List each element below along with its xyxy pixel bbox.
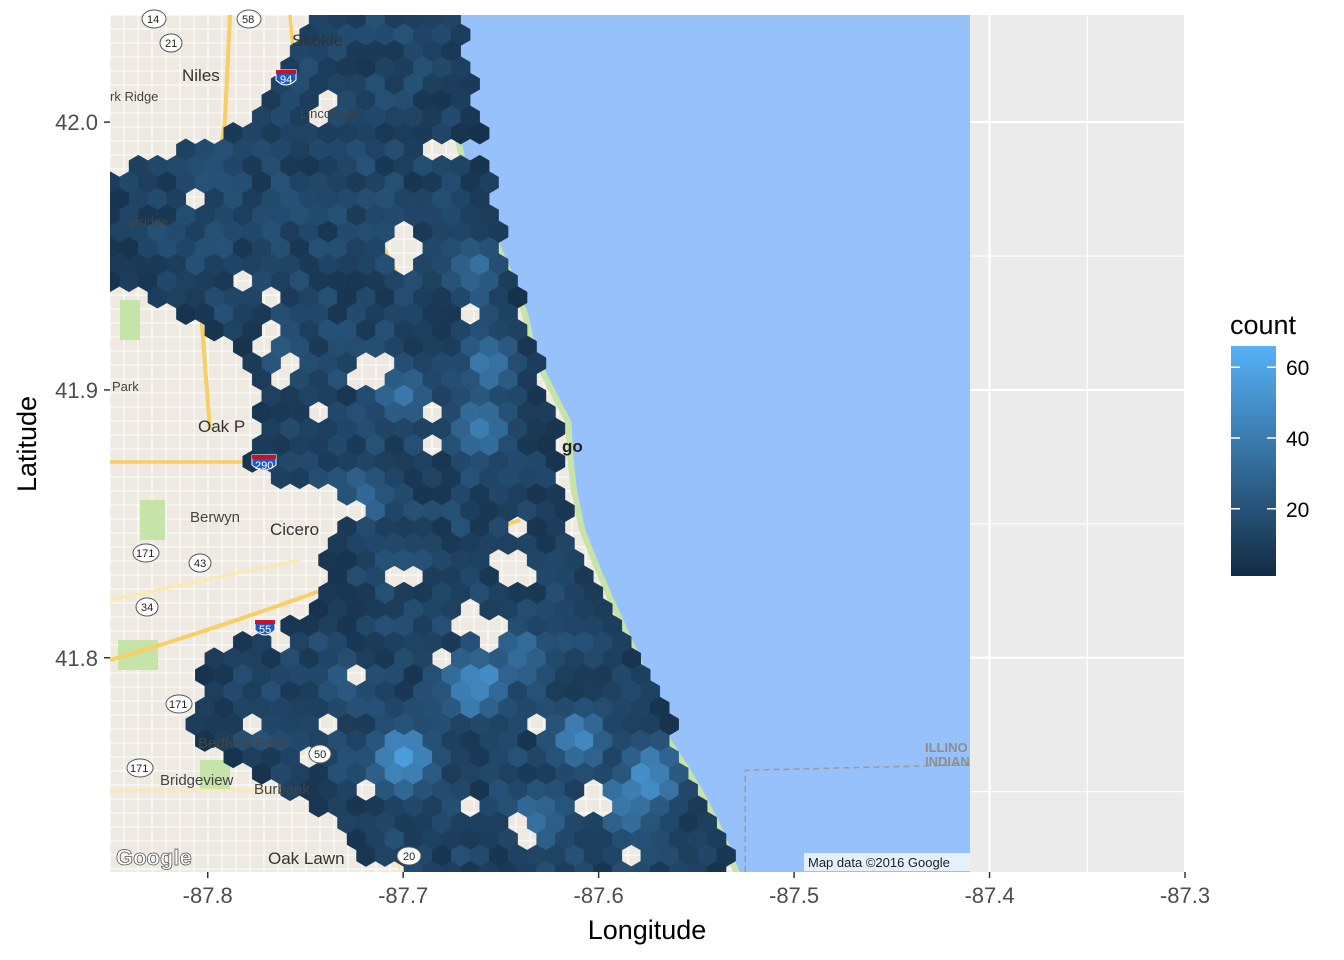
map-label-norridge: orridge: [128, 214, 168, 229]
map-label-bedford-park: Bedford Park: [198, 735, 286, 752]
x-tick-label: -87.7: [378, 883, 428, 908]
route-shield-171b: 171: [165, 694, 193, 714]
map-label-bridgeview: Bridgeview: [160, 772, 234, 789]
map-label-niles: Niles: [182, 66, 220, 85]
hexbin-cell: [536, 860, 556, 872]
basemap: [110, 15, 971, 872]
map-water: [452, 15, 970, 872]
svg-text:14: 14: [147, 14, 159, 26]
x-tick-label: -87.8: [183, 883, 233, 908]
map-label-indiana: INDIAN: [925, 754, 970, 769]
hexbin-cell: [517, 860, 537, 872]
map-attribution: Map data ©2016 Google: [808, 855, 950, 870]
map-label-berwyn: Berwyn: [190, 509, 240, 526]
svg-text:55: 55: [259, 624, 271, 636]
hexbin-cell: [441, 860, 461, 872]
map-label-park-ridge: rk Ridge: [110, 89, 158, 104]
hexbin-cell: [498, 860, 518, 872]
legend-break-label: 60: [1286, 357, 1309, 380]
hexbin-cell: [650, 860, 670, 872]
attribution-background: [804, 853, 970, 871]
route-shield-21: 21: [159, 33, 183, 53]
legend-colorbar: [1231, 346, 1276, 576]
hexbin-cell: [631, 860, 651, 872]
hexbin-cell: [555, 860, 575, 872]
route-shield-14: 14: [141, 9, 167, 29]
map-label-oak-park: Oak P: [198, 417, 245, 436]
map-state-border: [744, 764, 971, 872]
route-shield-43: 43: [188, 553, 212, 573]
map-label-burbank: Burbank: [254, 781, 310, 798]
map-label-skokie: Skokie: [292, 31, 343, 50]
x-tick-label: -87.6: [574, 883, 624, 908]
route-shield-i55: 55: [254, 619, 276, 636]
map-park: [140, 500, 165, 540]
svg-text:34: 34: [141, 602, 153, 614]
map-park: [200, 760, 230, 790]
y-axis-title: Latitude: [12, 396, 42, 492]
route-shield-i290: 290: [251, 454, 277, 472]
hexbin-cell: [422, 860, 442, 872]
x-tick-label: -87.5: [769, 883, 819, 908]
map-labels: Skokie Niles rk Ridge Lincolnwo orridge …: [110, 9, 970, 871]
hexbin-cell: [612, 860, 632, 872]
hexbin-cell: [470, 122, 490, 145]
hexbin-cell: [593, 860, 613, 872]
y-tick-label: 41.9: [55, 378, 98, 403]
map-highway: [110, 558, 301, 602]
legend: count 20 40 60: [1230, 310, 1309, 576]
x-tick-label: -87.4: [964, 883, 1014, 908]
map-label-cicero: Cicero: [270, 520, 319, 539]
map-label-oak-lawn: Oak Lawn: [268, 849, 345, 868]
route-shield-171a: 171: [132, 543, 160, 563]
map-label-chicago: go: [562, 437, 583, 456]
x-axis-title: Longitude: [588, 915, 707, 945]
svg-text:290: 290: [255, 460, 273, 472]
y-tick-label: 42.0: [55, 110, 98, 135]
google-logo: Google: [116, 845, 192, 870]
legend-title: count: [1230, 310, 1297, 340]
svg-text:21: 21: [165, 38, 177, 50]
map-park: [120, 300, 140, 340]
map-label-illinois: ILLINO: [925, 740, 968, 755]
x-axis: -87.8 -87.7 -87.6 -87.5 -87.4 -87.3: [183, 872, 1210, 908]
legend-break-label: 20: [1286, 499, 1309, 522]
x-tick-label: -87.3: [1160, 883, 1210, 908]
legend-break-label: 40: [1286, 428, 1309, 451]
svg-text:94: 94: [280, 74, 292, 86]
hexbin-layer: [110, 15, 736, 872]
route-shield-20: 20: [396, 846, 422, 866]
svg-text:171: 171: [130, 763, 148, 775]
svg-text:58: 58: [242, 14, 254, 26]
svg-text:20: 20: [403, 851, 415, 863]
map-label-lincolnwood: Lincolnwo: [300, 106, 358, 121]
svg-text:171: 171: [136, 548, 154, 560]
y-tick-label: 41.8: [55, 646, 98, 671]
route-shield-i94: 94: [275, 69, 297, 86]
route-shield-58: 58: [236, 9, 262, 29]
hexbin-cell: [574, 860, 594, 872]
route-shield-34: 34: [135, 597, 159, 617]
hexbin-cell: [669, 860, 689, 872]
hexbin-cell: [688, 860, 708, 872]
route-shield-171c: 171: [126, 758, 154, 778]
svg-text:171: 171: [169, 699, 187, 711]
hexbin-cell: [460, 860, 480, 872]
svg-text:43: 43: [194, 558, 206, 570]
hexbin-cell: [707, 860, 727, 872]
hexbin-cell: [479, 860, 499, 872]
route-shield-50: 50: [308, 744, 332, 764]
y-axis: 41.8 41.9 42.0: [55, 110, 110, 671]
svg-text:50: 50: [314, 749, 326, 761]
map-label-park: Park: [112, 379, 139, 394]
